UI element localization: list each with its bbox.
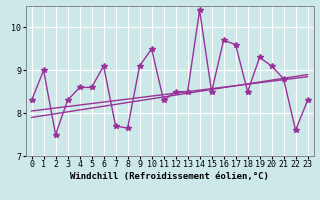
X-axis label: Windchill (Refroidissement éolien,°C): Windchill (Refroidissement éolien,°C) bbox=[70, 172, 269, 181]
